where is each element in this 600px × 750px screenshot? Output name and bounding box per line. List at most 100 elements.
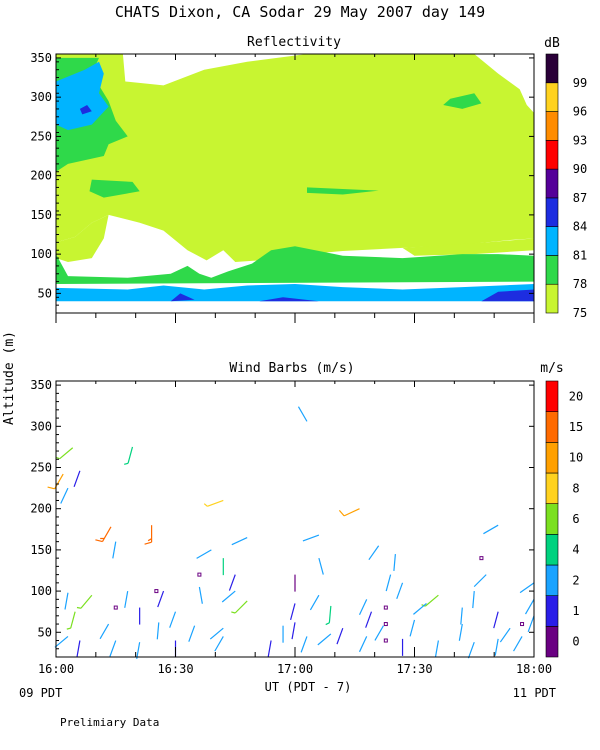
reflectivity-region-4 — [56, 246, 534, 284]
reflectivity-colorbar-swatch-84 — [545, 197, 559, 227]
wind-barb-staff — [309, 594, 320, 611]
wind-barb-feather — [76, 606, 82, 609]
wind-barb-54 — [317, 633, 332, 646]
wind-colorbar-label: 4 — [572, 543, 579, 557]
wind-barb-26 — [483, 524, 499, 535]
reflectivity-y-axis: 50 100 150 200 250 300 350 — [30, 51, 534, 314]
wind-barb-35 — [169, 611, 177, 628]
wind-colorbar-swatch-15 — [545, 411, 559, 443]
wind-barb-staff — [188, 625, 196, 642]
wind-barb-staff — [70, 611, 76, 629]
wind-barb-feather — [338, 509, 345, 517]
wind-colorbar-swatch-1 — [545, 595, 559, 627]
wind-barb-63 — [156, 622, 160, 640]
wind-colorbar: 0 1 2 4 6 8 10 15 20 — [545, 380, 583, 658]
reflectivity-colorbar-label: 90 — [573, 162, 587, 176]
wind-barb-2 — [47, 473, 64, 490]
wind-colorbar-swatch-8 — [545, 472, 559, 504]
reflectivity-region-5 — [89, 179, 140, 198]
wind-colorbar-label: 1 — [572, 604, 579, 618]
wind-barb-feather — [203, 503, 208, 507]
wind-barb-21 — [368, 545, 380, 561]
chart-title: CHATS Dixon, CA Sodar 29 May 2007 day 14… — [115, 3, 485, 21]
wind-barb-33 — [124, 590, 129, 608]
wind-barb-feather — [47, 486, 55, 490]
wind-barb-staff — [59, 447, 74, 460]
wind-barb-staff — [499, 627, 511, 643]
wind-barb-staff — [234, 600, 248, 614]
wind-barb-61 — [66, 611, 76, 630]
wind-calm-marker-1 — [154, 589, 159, 594]
wind-barb-staff — [169, 611, 177, 628]
wind-x-tick-label: 17:30 — [396, 662, 432, 676]
wind-barb-staff — [302, 534, 320, 542]
wind-plot-frame — [55, 380, 535, 658]
wind-barb-49 — [136, 642, 141, 660]
wind-calm-marker-4 — [383, 622, 388, 627]
reflectivity-y-tick-label: 150 — [30, 208, 52, 222]
wind-barb-staff — [493, 611, 499, 629]
reflectivity-colorbar-label: 78 — [573, 277, 587, 291]
wind-barb-10 — [112, 541, 117, 559]
wind-barb-40 — [325, 605, 332, 626]
reflectivity-colorbar-swatch-93 — [545, 111, 559, 141]
reflectivity-region-13 — [79, 105, 92, 115]
wind-barb-staff — [460, 607, 463, 625]
wind-barb-13 — [231, 536, 248, 546]
wind-barb-staff — [221, 590, 236, 603]
wind-barb-staff — [127, 446, 134, 464]
wind-barb-44 — [460, 607, 463, 625]
wind-colorbar-swatch-2 — [545, 564, 559, 596]
reflectivity-region-9 — [56, 284, 534, 302]
wind-barb-staff — [424, 594, 439, 607]
wind-barb-52 — [267, 640, 272, 658]
wind-barb-staff — [297, 406, 308, 422]
wind-barb-46 — [54, 635, 69, 648]
reflectivity-colorbar-swatch-87 — [545, 168, 559, 199]
wind-colorbar-unit: m/s — [540, 361, 563, 376]
wind-calm-marker-7 — [520, 622, 525, 627]
wind-colorbar-swatch-0 — [545, 626, 559, 658]
wind-barb-48 — [109, 640, 117, 657]
wind-barb-31 — [64, 592, 69, 610]
wind-calm-marker-6 — [479, 556, 484, 561]
wind-barb-71 — [499, 627, 511, 643]
reflectivity-y-tick-label: 50 — [38, 286, 52, 300]
wind-barb-39 — [309, 594, 320, 611]
wind-x-axis: 16:00 16:30 17:00 17:30 18:00 — [38, 381, 552, 676]
wind-barb-staff — [494, 638, 499, 656]
reflectivity-region-1 — [56, 214, 109, 262]
wind-barb-staff — [513, 636, 523, 652]
reflectivity-colorbar-label: 84 — [573, 220, 587, 234]
wind-barb-staff — [374, 625, 384, 641]
wind-barb-staff — [157, 590, 165, 608]
wind-barb-53 — [300, 636, 308, 653]
x-axis-label: UT (PDT - 7) — [265, 680, 352, 694]
wind-barb-staff — [524, 599, 535, 615]
wind-barb-staff — [76, 640, 81, 658]
wind-barb-feather — [55, 456, 60, 460]
wind-barb-1 — [73, 470, 81, 487]
wind-barb-staff — [60, 487, 69, 504]
wind-barb-0 — [55, 447, 74, 460]
wind-calm-marker-0 — [113, 605, 118, 610]
wind-barb-51 — [214, 636, 224, 652]
wind-barb-staff — [483, 524, 499, 535]
wind-barb-62 — [99, 623, 110, 640]
reflectivity-y-tick-label: 350 — [30, 51, 52, 65]
wind-barb-25 — [421, 594, 439, 607]
wind-barb-staff — [112, 541, 117, 559]
reflectivity-region-11 — [259, 297, 319, 302]
wind-barb-staff — [317, 633, 332, 646]
wind-barb-staff — [413, 602, 427, 615]
wind-barb-4 — [124, 446, 134, 465]
wind-barb-69 — [409, 619, 416, 637]
wind-barb-15 — [318, 557, 324, 575]
wind-barb-22 — [393, 553, 396, 572]
reflectivity-colorbar-swatch-90 — [545, 140, 559, 170]
wind-colorbar-label: 20 — [569, 389, 583, 403]
wind-barb-staff — [318, 557, 324, 575]
reflectivity-colorbar-swatch-75 — [545, 283, 559, 314]
wind-colorbar-label: 6 — [572, 512, 579, 526]
